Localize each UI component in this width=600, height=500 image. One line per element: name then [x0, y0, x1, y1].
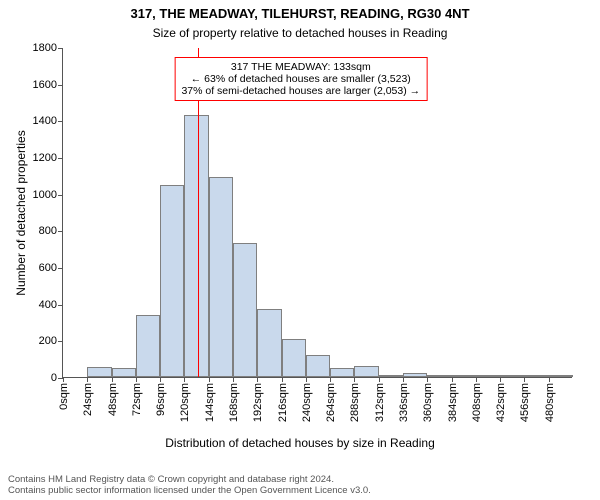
x-tick-mark	[476, 377, 477, 382]
x-tick-mark	[209, 377, 210, 382]
chart-title-sub: Size of property relative to detached ho…	[0, 26, 600, 40]
annotation-line: ← 63% of detached houses are smaller (3,…	[181, 73, 420, 85]
x-tick-label: 408sqm	[469, 383, 483, 422]
y-tick-label: 400	[39, 299, 63, 311]
histogram-bar	[524, 375, 548, 377]
x-tick-label: 48sqm	[105, 383, 119, 416]
x-tick-mark	[549, 377, 550, 382]
x-tick-label: 144sqm	[202, 383, 216, 422]
x-tick-mark	[233, 377, 234, 382]
histogram-bar	[87, 367, 111, 377]
x-tick-mark	[112, 377, 113, 382]
x-tick-label: 120sqm	[177, 383, 191, 422]
histogram-bar	[476, 375, 500, 377]
x-tick-label: 384sqm	[445, 383, 459, 422]
histogram-bar	[160, 185, 184, 378]
x-tick-mark	[160, 377, 161, 382]
histogram-bar	[403, 373, 427, 377]
y-tick-label: 1200	[33, 152, 63, 164]
histogram-bar	[549, 375, 573, 377]
x-tick-label: 456sqm	[517, 383, 531, 422]
x-tick-label: 168sqm	[226, 383, 240, 422]
x-tick-label: 240sqm	[299, 383, 313, 422]
x-axis-label: Distribution of detached houses by size …	[0, 436, 600, 450]
x-tick-mark	[379, 377, 380, 382]
histogram-bar	[427, 375, 451, 377]
histogram-bar	[209, 177, 233, 377]
x-tick-mark	[330, 377, 331, 382]
annotation-line: 317 THE MEADWAY: 133sqm	[181, 61, 420, 73]
histogram-bar	[233, 243, 257, 377]
x-tick-mark	[452, 377, 453, 382]
histogram-bar	[330, 368, 354, 377]
x-tick-label: 0sqm	[56, 383, 70, 410]
x-tick-label: 72sqm	[129, 383, 143, 416]
x-tick-mark	[87, 377, 88, 382]
x-tick-label: 216sqm	[275, 383, 289, 422]
x-tick-mark	[282, 377, 283, 382]
histogram-bar	[282, 339, 306, 378]
x-tick-label: 264sqm	[323, 383, 337, 422]
y-tick-label: 200	[39, 335, 63, 347]
histogram-bar	[184, 115, 208, 377]
y-tick-label: 800	[39, 225, 63, 237]
chart-title-main: 317, THE MEADWAY, TILEHURST, READING, RG…	[0, 6, 600, 21]
y-tick-label: 600	[39, 262, 63, 274]
x-tick-mark	[136, 377, 137, 382]
plot-area: 317 THE MEADWAY: 133sqm← 63% of detached…	[62, 48, 572, 378]
y-axis-label: Number of detached properties	[14, 48, 28, 378]
x-tick-mark	[427, 377, 428, 382]
x-tick-mark	[354, 377, 355, 382]
property-size-histogram: 317, THE MEADWAY, TILEHURST, READING, RG…	[0, 0, 600, 500]
histogram-bar	[306, 355, 330, 377]
x-tick-label: 312sqm	[372, 383, 386, 422]
x-tick-label: 360sqm	[420, 383, 434, 422]
x-tick-label: 336sqm	[396, 383, 410, 422]
x-tick-label: 288sqm	[347, 383, 361, 422]
x-tick-label: 24sqm	[80, 383, 94, 416]
x-tick-label: 480sqm	[542, 383, 556, 422]
annotation-box: 317 THE MEADWAY: 133sqm← 63% of detached…	[174, 57, 427, 101]
x-tick-mark	[306, 377, 307, 382]
x-tick-label: 96sqm	[153, 383, 167, 416]
x-tick-mark	[184, 377, 185, 382]
histogram-bar	[500, 375, 524, 377]
x-tick-mark	[500, 377, 501, 382]
y-tick-label: 1000	[33, 189, 63, 201]
x-tick-mark	[257, 377, 258, 382]
histogram-bar	[379, 375, 403, 377]
histogram-bar	[136, 315, 160, 377]
x-tick-mark	[524, 377, 525, 382]
histogram-bar	[112, 368, 136, 377]
annotation-line: 37% of semi-detached houses are larger (…	[181, 85, 420, 97]
x-tick-mark	[403, 377, 404, 382]
y-tick-label: 1800	[33, 42, 63, 54]
x-tick-label: 192sqm	[250, 383, 264, 422]
histogram-bar	[257, 309, 281, 377]
x-tick-label: 432sqm	[493, 383, 507, 422]
y-tick-label: 1600	[33, 79, 63, 91]
x-tick-mark	[63, 377, 64, 382]
histogram-bar	[452, 375, 476, 377]
footer-attribution: Contains HM Land Registry data © Crown c…	[8, 474, 371, 496]
y-tick-label: 1400	[33, 115, 63, 127]
histogram-bar	[354, 366, 378, 377]
